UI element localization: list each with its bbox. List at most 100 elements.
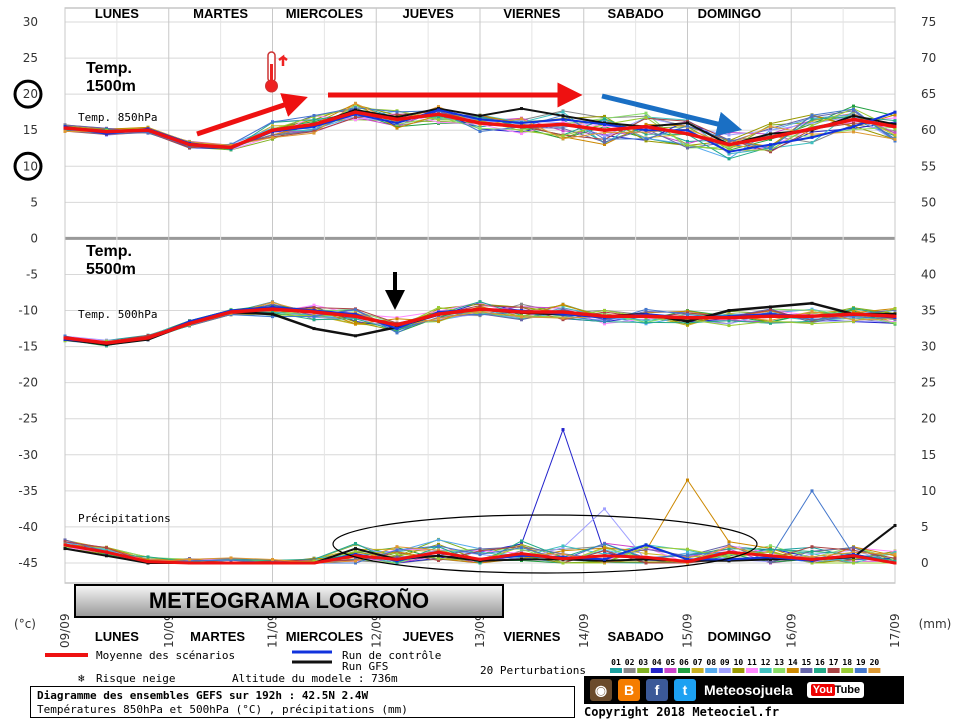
left-tick-label: 15 — [23, 123, 38, 137]
day-label-bottom: JUEVES — [402, 629, 454, 644]
t500-member-line-point — [852, 318, 855, 322]
t850-mean-line-point — [520, 125, 523, 129]
t850-member-line-point — [312, 120, 316, 124]
youtube-icon[interactable]: You Tube — [806, 682, 865, 698]
legend-member-number: 04 — [652, 658, 662, 667]
t850-member-line-point — [561, 120, 565, 124]
t850-member-line-point — [63, 129, 67, 133]
legend-member-swatch — [786, 668, 799, 673]
t5500-annotation: Temp. — [86, 243, 132, 260]
precip-member-line-point — [478, 547, 482, 551]
t850-member-line-point — [769, 145, 772, 149]
precip-member-line-point — [769, 560, 772, 564]
t850-member-line-point — [769, 128, 772, 132]
day-label-top: MARTES — [193, 6, 248, 21]
t500-mean-line-point — [810, 314, 814, 318]
t850-member-line-point — [769, 122, 772, 126]
precip-member-line-point — [354, 541, 357, 545]
legend-member-number: 05 — [666, 658, 676, 667]
t500-gfs-line-point — [354, 334, 357, 338]
t500-member-line-point — [644, 318, 648, 322]
t500-member-line-point — [727, 324, 731, 328]
t850-member-line-point — [727, 133, 731, 137]
t850-control-line-point — [603, 122, 606, 126]
snowflake-icon: ❄ — [78, 672, 85, 685]
t850-gfs-line-point — [852, 114, 855, 118]
facebook-icon[interactable]: f — [646, 679, 668, 701]
t500-member-line-point — [603, 309, 606, 313]
precip-member-line-point — [727, 547, 731, 551]
right-tick-label: 20 — [921, 412, 936, 426]
precip-control-line-point — [727, 557, 731, 561]
t850-member-line-point — [478, 130, 482, 134]
t850-member-line-point — [271, 133, 274, 137]
t500-member-line-point — [520, 305, 523, 309]
t500-member-line-point — [520, 315, 523, 319]
precip-member-line-point — [229, 558, 233, 562]
precip-member-line-point — [603, 507, 606, 511]
t850-member-line-point — [354, 115, 357, 119]
t850-member-line-point — [561, 129, 565, 133]
t500-gfs-line-point — [769, 305, 772, 309]
precip-mean-line-point — [105, 550, 108, 554]
precip-mean-line-point — [312, 561, 316, 565]
t850-member-line-point — [561, 126, 565, 130]
t500-control-line-point — [271, 305, 274, 309]
social-bar: ◉ B f t Meteosojuela You Tube — [584, 676, 904, 704]
legend-member-swatch — [664, 668, 677, 673]
t500-mean-line-point — [312, 310, 316, 314]
precip-member-line-point — [561, 546, 565, 550]
precip-mean-line-point — [188, 561, 191, 565]
t850-mean-line-point — [229, 146, 233, 150]
t850-member-line-point — [520, 117, 523, 121]
t850-control-line-point — [893, 110, 897, 114]
t850-member-line-point — [727, 138, 731, 142]
legend-gfs-label: Run GFS — [342, 660, 388, 673]
t850-member-line-point — [354, 101, 357, 105]
circle-10-annotation — [13, 151, 43, 181]
legend-member-number: 16 — [815, 658, 825, 667]
precip-member-line-point — [395, 545, 399, 549]
legend-member-number: 13 — [774, 658, 784, 667]
precip-member-line-point — [727, 540, 731, 544]
t500-mean-line-point — [769, 314, 772, 318]
precip-member-line-point — [437, 544, 440, 548]
t500-mean-line-point — [644, 314, 648, 318]
t500-member-line-point — [769, 318, 772, 322]
right-tick-label: 40 — [921, 267, 936, 281]
legend-member-number: 01 — [611, 658, 621, 667]
left-tick-label: 20 — [23, 87, 38, 101]
precip-member-line-point — [312, 559, 316, 563]
legend-control-label: Run de contrôle — [342, 649, 441, 662]
precip-control-line-point — [686, 557, 689, 561]
precip-member-line-point — [727, 553, 731, 557]
precip-member-line-point — [893, 552, 897, 556]
t850-member-line-point — [769, 147, 772, 151]
blogger-icon[interactable]: B — [618, 679, 640, 701]
precip-gfs-line-point — [437, 554, 440, 558]
precip-member-line-point — [852, 561, 855, 565]
twitter-icon[interactable]: t — [674, 679, 696, 701]
t500-member-line-point — [478, 300, 482, 304]
precip-mean-line-point — [478, 557, 482, 561]
precip-member-line-point — [852, 546, 855, 550]
instagram-icon[interactable]: ◉ — [590, 679, 612, 701]
left-tick-label: -20 — [18, 376, 38, 390]
day-label-top: LUNES — [95, 6, 139, 21]
t500-member-line-point — [271, 311, 274, 315]
t850-member-line-point — [478, 126, 482, 130]
t500-gfs-line-point — [810, 301, 814, 305]
precip-member-line-point — [686, 555, 689, 559]
t850-gfs-line-point — [686, 121, 689, 125]
t850-member-line-point — [644, 115, 648, 119]
precip-member-line-point — [810, 561, 814, 565]
t850-member-line-point — [146, 130, 150, 134]
youtube-you: You — [810, 684, 835, 696]
precip-mean-line-point — [769, 554, 772, 558]
precip-member-line-point — [810, 555, 814, 559]
t850-member-line-point — [478, 123, 482, 127]
precip-member-line-point — [727, 544, 731, 548]
t500-member-line-point — [893, 321, 897, 325]
t850-member-line-point — [229, 143, 233, 147]
t850-member-line-point — [727, 145, 731, 149]
